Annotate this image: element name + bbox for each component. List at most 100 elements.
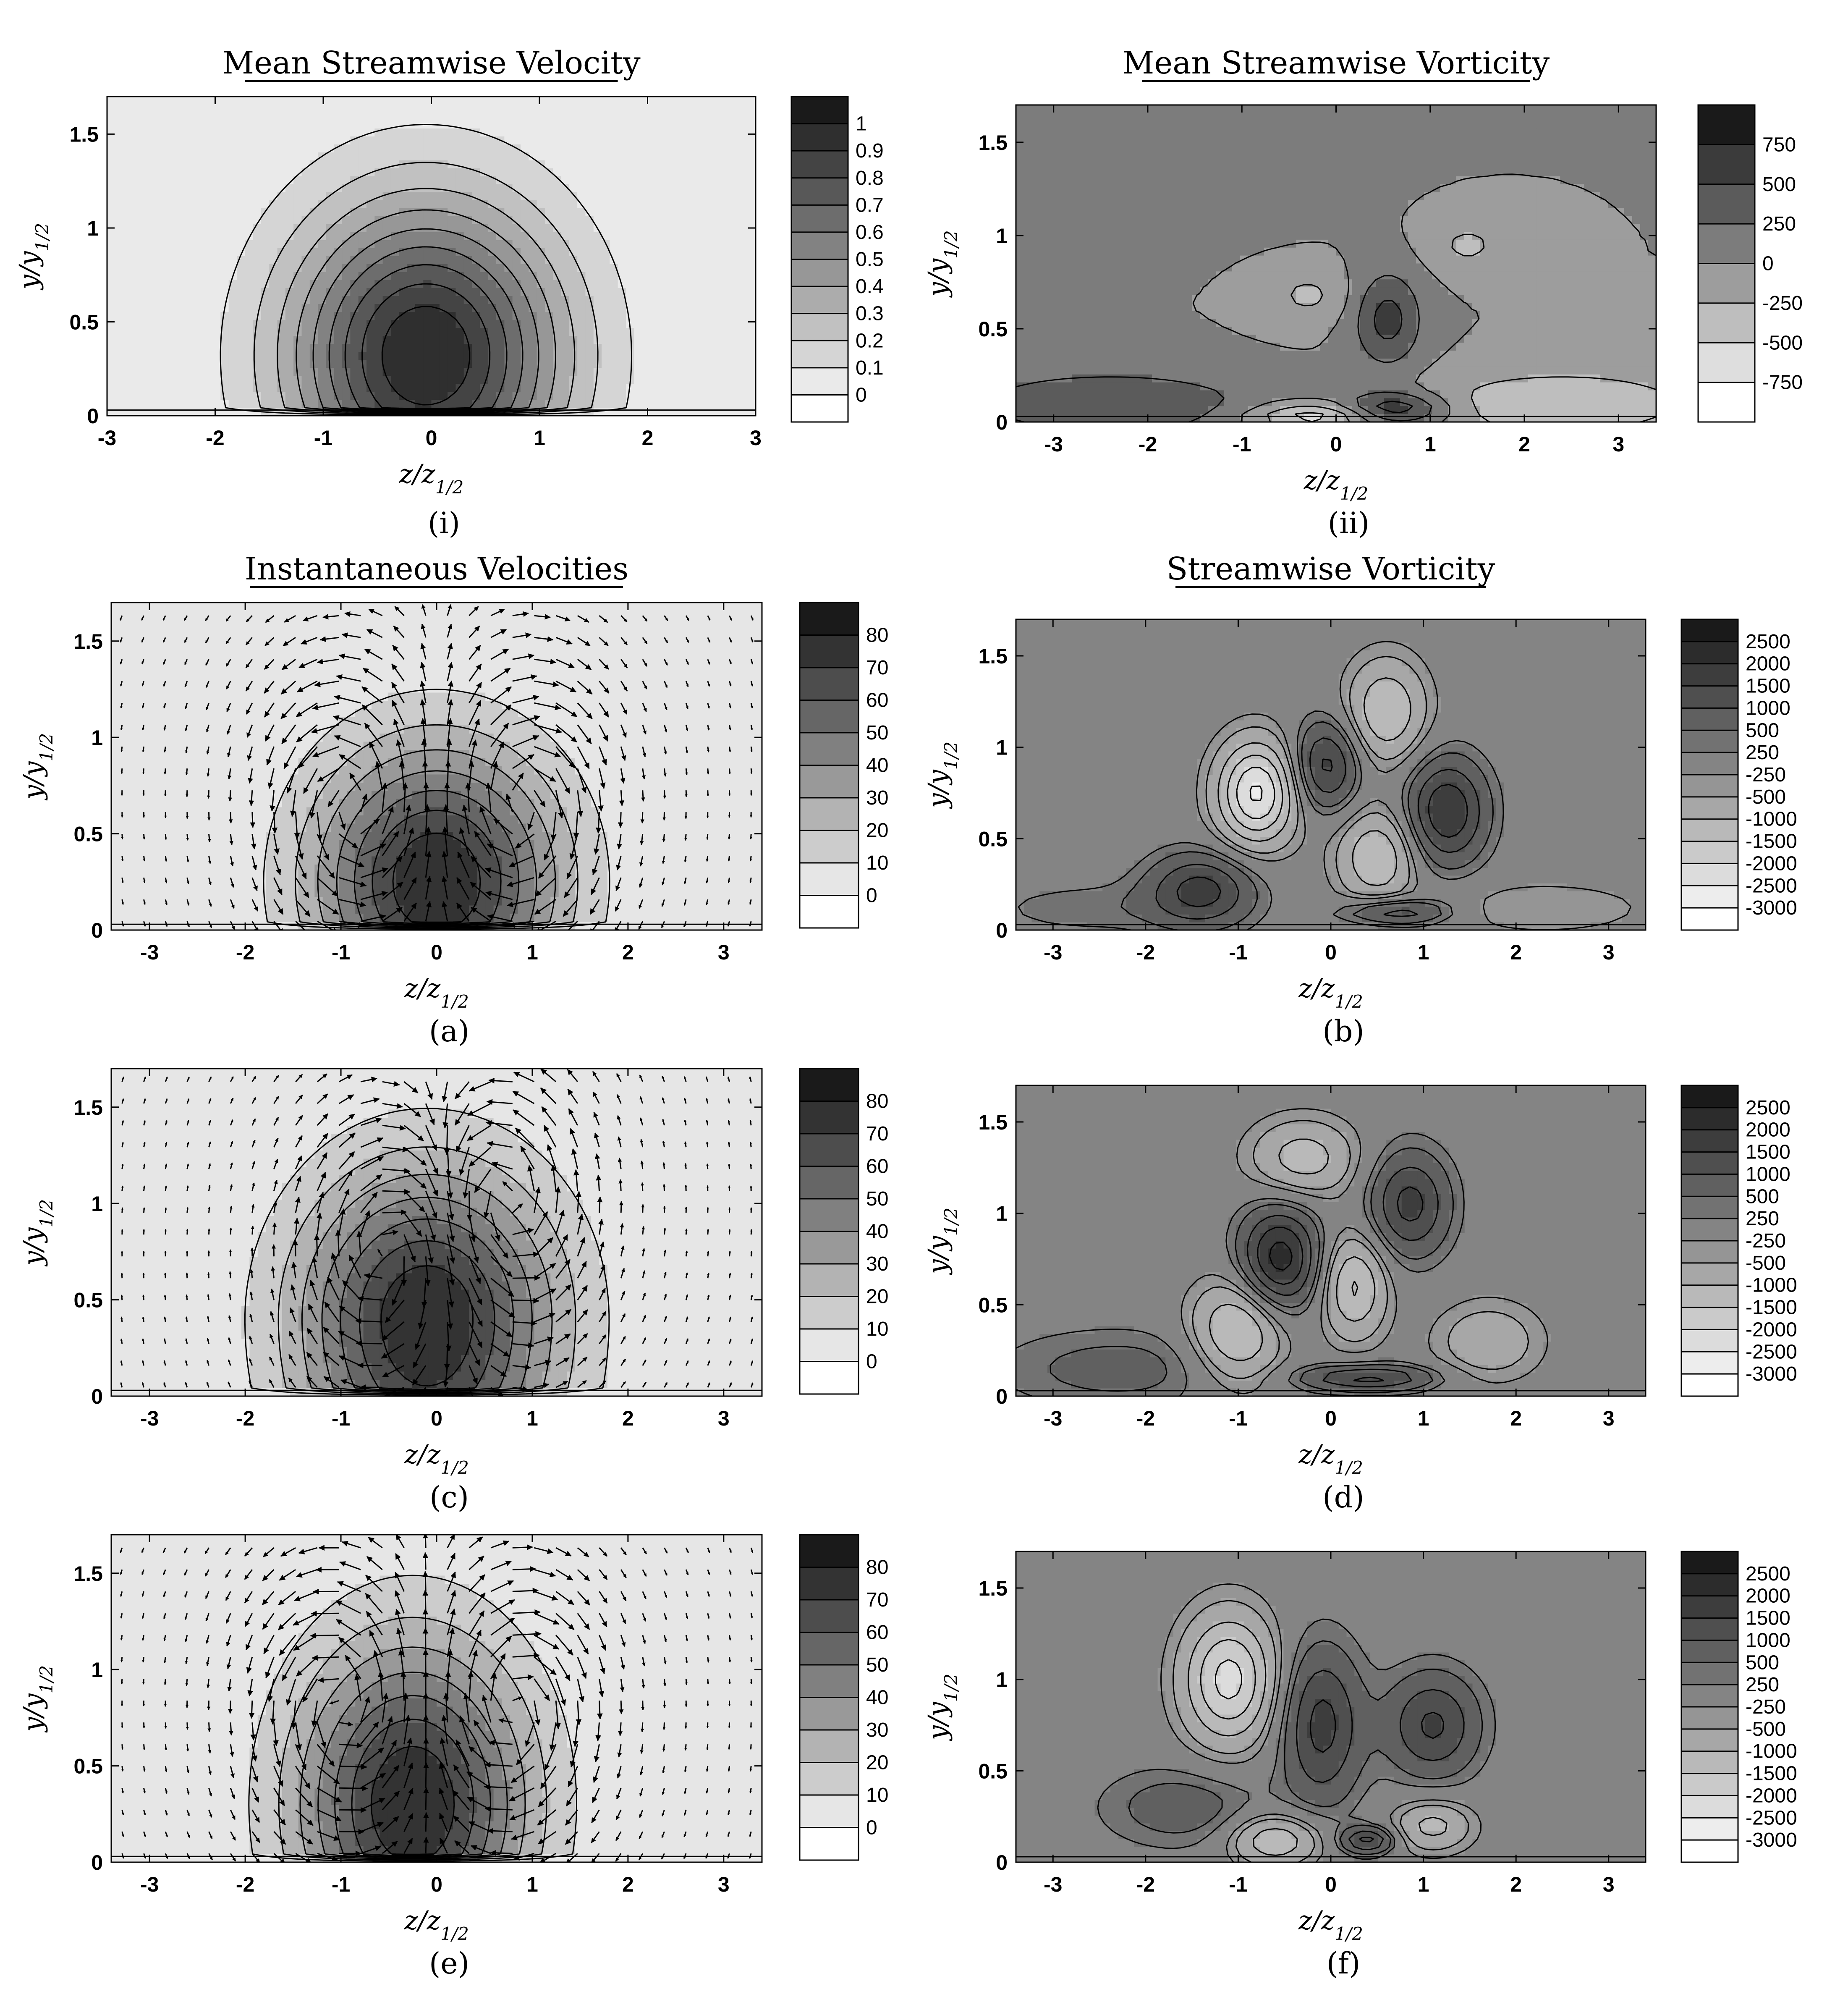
vector-arrowhead [360,881,367,887]
vector-arrowhead [249,1313,253,1317]
vector-arrowhead [686,662,689,665]
vector-arrowhead [121,1747,124,1750]
vector-arrowhead [284,618,290,623]
vector-arrowhead [728,1098,730,1101]
vector-arrowhead [617,1094,620,1098]
vector-arrowhead [141,662,144,665]
y-tick-label: 1.5 [978,131,1008,155]
x-tick-label: 3 [1603,941,1615,964]
colorbar-label: 2500 [1746,1097,1790,1119]
vector-arrowhead [444,1364,450,1371]
vector-arrowhead [662,1119,665,1122]
colorbar-label: 0 [866,885,877,907]
vector-arrowhead [665,662,668,666]
x-tick-label: -2 [1136,941,1155,964]
vector-arrowhead [271,1266,275,1271]
vector-arrowhead [751,1594,753,1597]
vector-arrowhead [264,641,270,646]
vector-arrowhead [449,1257,455,1264]
vector-arrowhead [120,684,123,687]
colorbar-band [1681,1241,1738,1263]
vector-arrowhead [324,854,330,861]
vector-arrowhead [225,1619,230,1624]
vector-arrowhead [346,1074,353,1080]
vector-arrowhead [509,1795,516,1801]
vector-arrowhead [708,618,711,621]
vector-arrowhead [162,618,165,621]
vector-arrowhead [641,775,646,780]
axis-ticks: -3 -2 -1 0 1 2 300.511.5 [978,1551,1646,1896]
vector-arrowhead [571,1148,577,1155]
vector-arrowhead [509,1815,516,1821]
vector-arrowhead [432,1168,438,1175]
vector-arrowhead [488,1077,495,1084]
vector-arrowhead [484,867,492,873]
vector-arrowhead [185,728,188,731]
vector-arrowhead [184,618,187,621]
vector-arrowhead [450,1571,456,1578]
vector-arrowhead [288,1354,293,1360]
contour-line [1249,785,1263,801]
vector-arrowhead [273,1201,277,1206]
vector-arrowhead [664,1294,667,1297]
x-axis-label-main: z/z [1298,1439,1335,1470]
contour-line [244,1108,610,1396]
vector-arrowhead [413,1397,419,1403]
vector-arrowhead [566,873,572,879]
vector-arrowhead [380,914,386,920]
colorbar-band [1681,708,1738,731]
vector-arrowhead [231,1794,235,1799]
vector-arrowhead [640,819,645,824]
vector-arrowhead [164,1704,167,1707]
y-tick-label: 1 [91,1192,103,1216]
colorbar-label: 2000 [1746,1119,1790,1141]
vector-arrowhead [527,1674,534,1680]
colorbar-band [791,341,848,368]
vector-arrowhead [663,1705,666,1709]
vector-arrowhead [665,1551,667,1554]
colorbar-label: 60 [866,1622,888,1644]
contour-lines [1016,1108,1549,1396]
vector-arrowhead [485,891,492,897]
vector-arrowhead [683,924,686,928]
vector-arrowhead [362,793,368,800]
vector-arrowhead [728,1207,731,1210]
colorbar-band [1681,1618,1738,1640]
colorbar-label: 70 [866,1123,888,1145]
vector-arrowhead [419,1205,425,1212]
vector-arrowhead [507,1580,514,1586]
vector-arrowhead [604,641,609,646]
colorbar-label: 60 [866,1156,888,1178]
vector-arrowhead [280,1838,286,1845]
vector-arrowhead [684,816,688,819]
vector-arrowhead [120,728,123,731]
colorbar-label: 1000 [1746,1163,1790,1185]
vector-arrowhead [281,737,288,744]
vector-arrowhead [142,771,145,774]
colorbar-label: 250 [1762,213,1796,235]
vector-arrowhead [684,881,687,884]
colorbar-label: -500 [1746,1252,1786,1274]
vector-arrowhead [586,713,593,719]
vector-arrowhead [384,1391,390,1396]
colorbar-band [800,1231,859,1264]
vector-arrowhead [447,1323,453,1330]
vector-arrowhead [396,1103,403,1109]
colorbar-band [800,1795,859,1828]
vector-arrowhead [505,1560,512,1566]
vector-arrowhead [187,924,190,928]
vector-arrowhead [463,1192,469,1199]
vector-arrowhead [209,1814,212,1818]
vector-arrowhead [751,1338,753,1341]
vector-arrowhead [298,663,305,668]
vector-arrowhead [382,1372,389,1377]
vector-arrowhead [466,1772,474,1778]
vector-arrowhead [707,706,710,709]
vector-arrowhead [463,1693,469,1699]
colorbar-band [800,895,859,928]
vector-arrowhead [269,1379,272,1384]
vector-arrowhead [338,653,346,659]
vector-arrowhead [377,1249,381,1253]
